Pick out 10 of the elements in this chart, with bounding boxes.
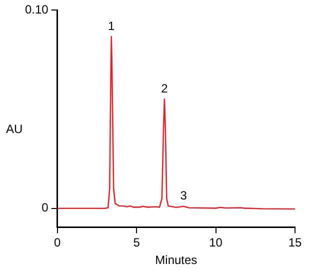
annotation: 1: [108, 18, 116, 33]
y-tick-label: 0.10: [24, 2, 49, 17]
annotation: 2: [161, 81, 168, 96]
x-tick-label: 15: [288, 236, 302, 250]
x-axis-title: Minutes: [155, 253, 198, 268]
x-tick-label: 10: [209, 236, 223, 250]
x-tick-label: 0: [54, 236, 62, 250]
x-tick-label: 5: [133, 236, 140, 250]
y-axis-title: AU: [6, 122, 23, 136]
annotation: 3: [180, 188, 188, 203]
